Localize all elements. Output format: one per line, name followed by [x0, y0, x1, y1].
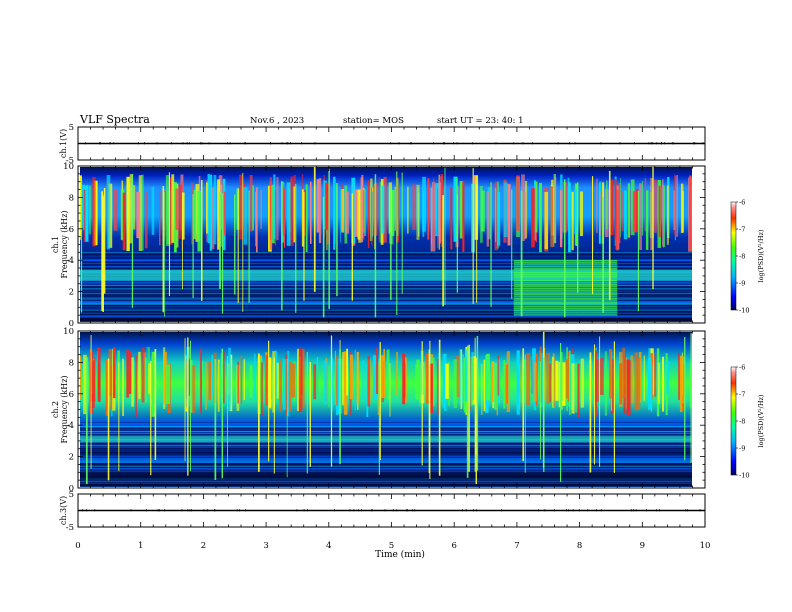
colorbar-label: log(PSD)(V²/Hz)	[757, 229, 765, 282]
ch1-spectrogram-image	[80, 167, 692, 322]
y-tick-label: 6	[69, 390, 74, 400]
x-tick-label: 2	[201, 541, 206, 551]
y-tick-label: 2	[69, 288, 74, 298]
x-axis-label: Time (min)	[375, 549, 425, 560]
colorbar-tick-label: -8	[739, 418, 745, 426]
y-tick-label: 5	[69, 123, 74, 133]
colorbar-tick-label: -9	[739, 445, 745, 453]
colorbar-tick-label: -9	[739, 280, 745, 288]
colorbar-tick-label: -6	[739, 199, 745, 207]
colorbar-tick-label: -7	[739, 226, 745, 234]
ch1-waveform-ylabel: ch.1(V)	[59, 129, 68, 158]
colorbar-tick-label: -7	[739, 391, 745, 399]
x-axis: 0 1 2 3 4 5 6 7 8 9 10	[75, 541, 710, 551]
x-tick-label: 5	[389, 541, 394, 551]
y-tick-label: 2	[69, 453, 74, 463]
ch3-waveform-panel: 5 -5ch.3(V)	[59, 490, 706, 533]
colorbar-tick-label: -8	[739, 253, 745, 261]
header-station: station= MOS	[343, 116, 404, 126]
y-tick-label: 0	[69, 319, 74, 329]
colorbar-scale	[730, 366, 737, 476]
ch2-colorbar: -6 -7 -8 -9 -10 log(PSD)(V²/Hz)	[730, 364, 765, 480]
y-tick-label: 4	[69, 421, 74, 431]
x-tick-label: 10	[700, 541, 711, 551]
ch1-waveform-panel: 5 -5ch.1(V)	[59, 123, 706, 166]
ch3-waveform-ylabel: ch.3(V)	[59, 496, 68, 525]
y-tick-label: -5	[66, 523, 74, 533]
colorbar-tick-label: -10	[739, 307, 749, 315]
ch2-spectrogram-ylabel-freq: Frequency (kHz)	[60, 375, 69, 443]
colorbar-tick-label: -6	[739, 364, 745, 372]
x-tick-label: 9	[640, 541, 645, 551]
colorbar-tick-label: -10	[739, 472, 749, 480]
x-tick-label: 0	[75, 541, 80, 551]
y-tick-label: 8	[69, 358, 74, 368]
y-tick-label: 6	[69, 225, 74, 235]
header-date: Nov.6 , 2023	[250, 116, 304, 126]
x-tick-label: 8	[577, 541, 582, 551]
x-tick-label: 1	[138, 541, 143, 551]
y-tick-label: 8	[69, 193, 74, 203]
header-start-ut: start UT = 23: 40: 1	[437, 116, 524, 126]
x-tick-label: 6	[451, 541, 456, 551]
y-tick-label: 4	[69, 256, 74, 266]
y-tick-label: -5	[66, 156, 74, 166]
x-tick-label: 7	[514, 541, 519, 551]
x-tick-label: 4	[326, 541, 331, 551]
y-tick-label: 10	[63, 327, 74, 337]
colorbar-label: log(PSD)(V²/Hz)	[757, 394, 765, 447]
ch2-spectrogram-image	[80, 332, 692, 487]
ch1-colorbar: -6 -7 -8 -9 -10 log(PSD)(V²/Hz)	[730, 199, 765, 315]
ch1-spectrogram-ylabel-freq: Frequency (kHz)	[60, 210, 69, 278]
x-tick-label: 3	[263, 541, 268, 551]
ch2-spectrogram-panel: 0 2 4 6 8 10 ch.2 Frequency (kHz)	[51, 327, 706, 494]
colorbar-scale	[730, 201, 737, 311]
figure-title: VLF Spectra	[79, 113, 150, 126]
y-tick-label: 10	[63, 162, 74, 172]
ch1-spectrogram-panel: 0 2 4 6 8 10 ch.1 Frequency (kHz)	[51, 162, 706, 329]
y-tick-label: 5	[69, 490, 74, 500]
ch2-spectrogram-ylabel-channel: ch.2	[51, 401, 60, 418]
y-tick-label: 0	[69, 484, 74, 494]
ch1-spectrogram-ylabel-channel: ch.1	[51, 236, 60, 253]
